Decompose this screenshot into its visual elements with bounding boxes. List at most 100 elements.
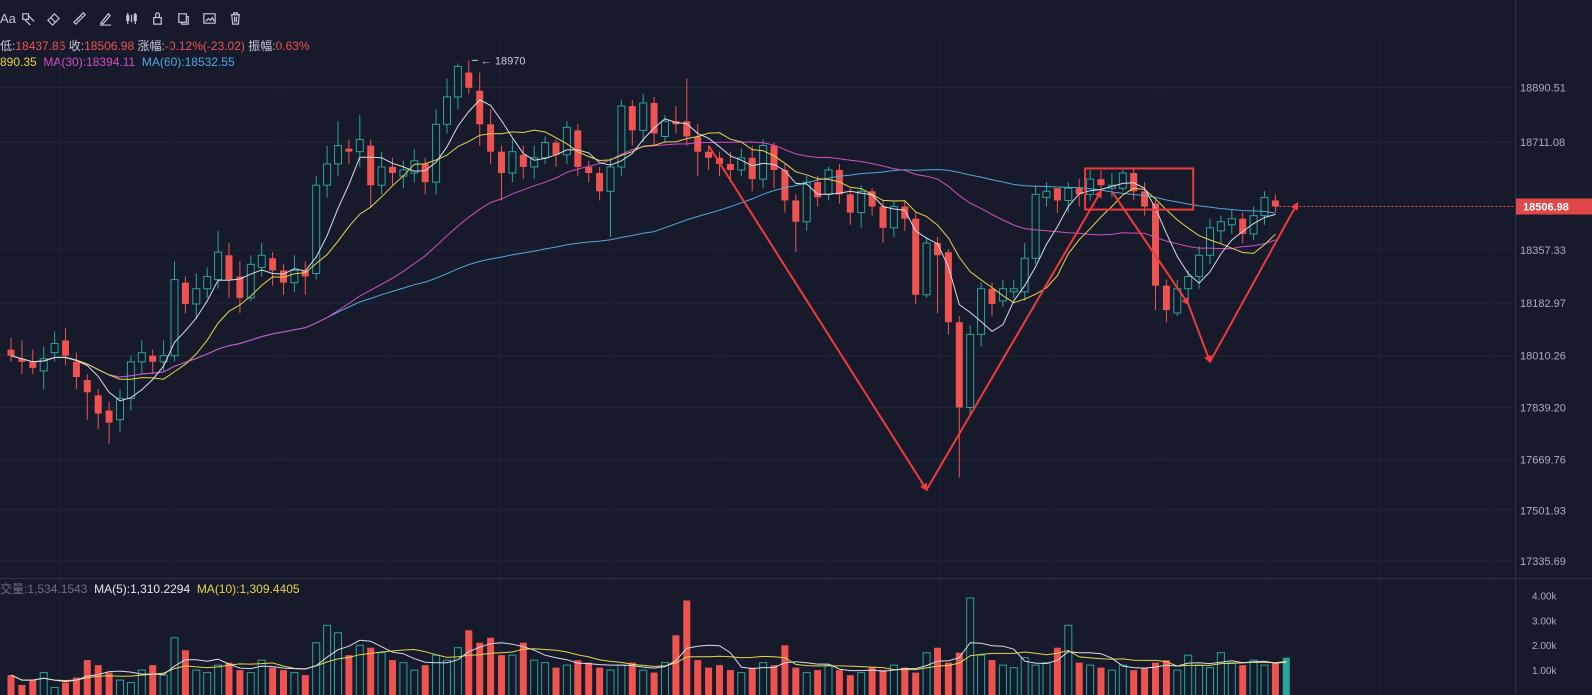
volume-bar — [606, 669, 615, 695]
volume-bar — [726, 670, 734, 695]
volume-bar — [334, 632, 342, 695]
volume-bar — [998, 664, 1007, 695]
volume-bar — [1053, 647, 1061, 695]
candle-body — [465, 72, 473, 88]
high-marker-label: ← 18970 — [481, 55, 526, 67]
candle-body — [421, 163, 429, 183]
volume-axis: 4.00k 3.00k 2.00k 1.00k — [1532, 591, 1557, 677]
volume-bar — [301, 675, 309, 695]
candle-body — [879, 206, 887, 228]
ma30-value: 18394.11 — [86, 55, 136, 69]
candle-body — [955, 322, 963, 408]
candle-body — [1195, 254, 1204, 278]
candle-body — [476, 90, 484, 125]
ruler-tool-button[interactable] — [66, 5, 92, 31]
candle-body — [498, 151, 505, 174]
candle-body — [257, 254, 266, 268]
candle-body — [377, 166, 386, 186]
candle-body — [453, 65, 462, 98]
volume-bar — [149, 665, 157, 695]
candle-body — [487, 124, 495, 152]
price-tick-label: 18711.08 — [1520, 137, 1565, 149]
volume-bar — [269, 667, 277, 695]
candle-body — [1184, 276, 1193, 290]
volume-ma10-line — [10, 648, 1287, 682]
volume-bar — [367, 647, 375, 695]
candle-body — [596, 173, 604, 192]
candle-body — [192, 288, 201, 305]
volume-bar — [694, 660, 702, 695]
volume-bar — [508, 654, 517, 695]
volume-bar — [661, 662, 669, 695]
volume-tick-label: 1.00k — [1532, 666, 1557, 677]
annotation-box — [1084, 167, 1195, 211]
copy-tool-button[interactable] — [170, 5, 196, 31]
indicator-tool-button[interactable] — [118, 5, 144, 31]
candle-body — [508, 151, 517, 174]
candle-body — [868, 191, 876, 207]
volume-bar — [1097, 667, 1105, 695]
volume-bar — [1271, 662, 1279, 695]
volume-bar — [934, 647, 941, 695]
text-tool-button[interactable]: Aa — [0, 5, 16, 31]
candle-body — [1271, 200, 1279, 207]
candle-body — [530, 157, 539, 168]
ma-first-value: 890.35 — [0, 55, 37, 69]
volume-ma10-label: MA(10): — [196, 582, 240, 596]
volume-bar — [312, 642, 321, 695]
volume-info-line: 交量:1,534.1543 MA(5):1,310.2294 MA(10):1,… — [0, 580, 300, 597]
volume-bar — [716, 665, 723, 695]
screenshot-tool-button[interactable] — [196, 5, 222, 31]
volume-bar — [901, 667, 909, 695]
candle-body — [72, 361, 80, 378]
price-tick-label: 18890.51 — [1520, 83, 1566, 95]
volume-bar — [257, 659, 266, 695]
volume-value: 1,534.1543 — [27, 582, 88, 596]
candle-body — [824, 169, 833, 195]
candle-body — [606, 166, 615, 192]
volume-bar — [18, 685, 26, 695]
candle-body — [1249, 215, 1258, 235]
candle-body — [683, 121, 691, 137]
volume-bar — [137, 669, 146, 695]
candle-body — [1118, 172, 1127, 189]
volume-bar — [39, 672, 48, 695]
volume-bar — [977, 654, 986, 695]
candle-body — [1227, 218, 1236, 226]
candle-body — [1053, 188, 1061, 201]
measure-tool-button[interactable] — [14, 5, 40, 31]
volume-bar — [617, 664, 626, 695]
price-tick-label: 18010.26 — [1520, 351, 1566, 363]
eraser-tool-button[interactable] — [40, 5, 66, 31]
volume-bar — [792, 667, 800, 695]
volume-bar — [955, 652, 963, 695]
volume-bar — [498, 655, 505, 695]
candle-body — [225, 255, 233, 280]
volume-bar — [846, 675, 854, 695]
indicator-icon — [125, 12, 137, 24]
volume-bar — [1195, 664, 1204, 695]
volume-bar — [824, 664, 833, 695]
volume-bar — [453, 647, 462, 695]
candle-body — [846, 194, 854, 213]
drawing-toolbar: Aa — [0, 0, 1592, 36]
volume-ma5-line — [10, 639, 1287, 683]
volume-bar — [781, 645, 789, 695]
candle-body — [334, 145, 342, 165]
candle-body — [1141, 191, 1149, 207]
volume-bar — [246, 672, 255, 695]
candle-body — [1075, 188, 1083, 195]
price-tick-label: 18357.33 — [1520, 245, 1566, 257]
volume-bar — [835, 670, 843, 695]
volume-bar — [225, 662, 233, 695]
candle-body — [998, 288, 1007, 302]
delete-tool-button[interactable] — [222, 5, 248, 31]
brush-tool-button[interactable] — [92, 5, 118, 31]
annotation-arrow — [707, 145, 928, 492]
volume-bar — [323, 624, 332, 695]
volume-bar — [1216, 652, 1225, 695]
candle-body — [574, 130, 582, 167]
candle-body — [716, 157, 723, 164]
lock-tool-button[interactable] — [144, 5, 170, 31]
